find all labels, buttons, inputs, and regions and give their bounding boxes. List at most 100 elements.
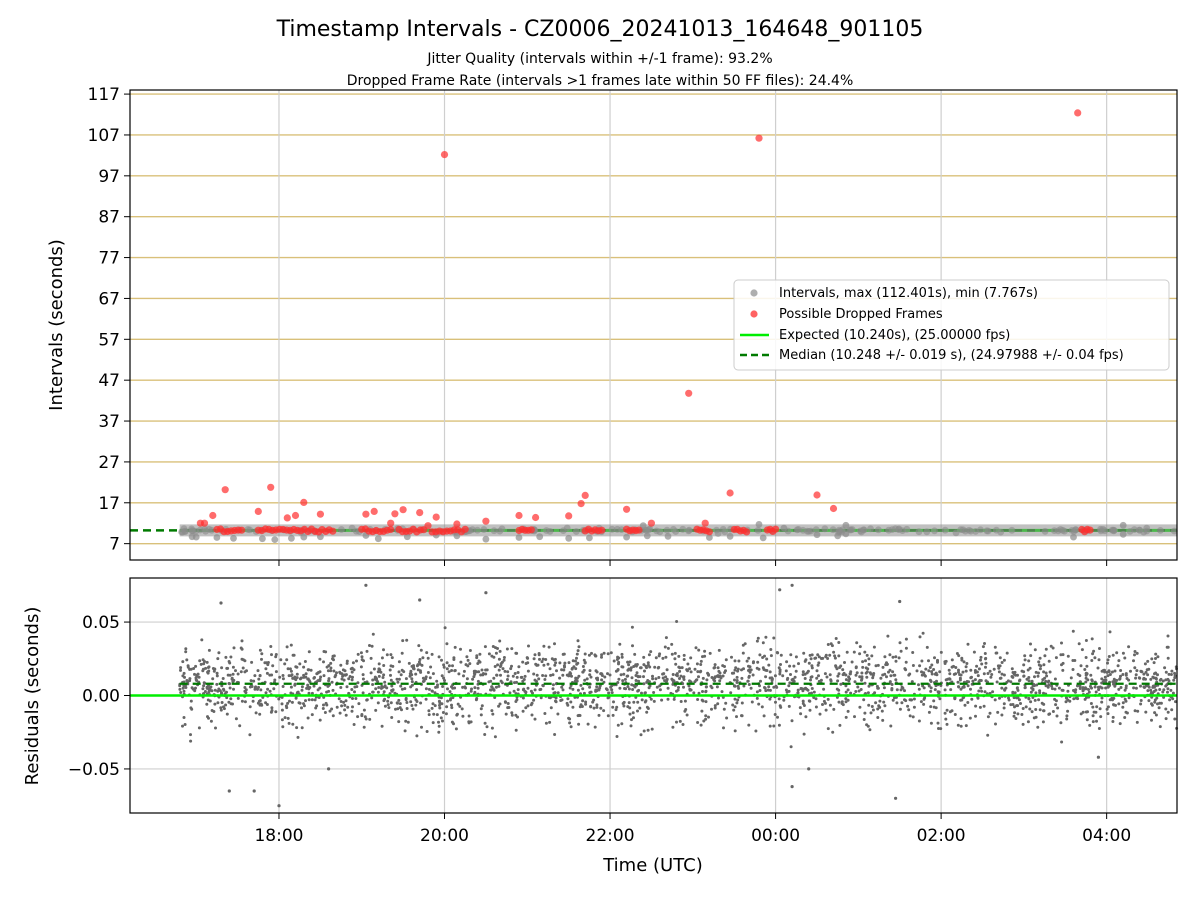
residual-point bbox=[483, 721, 487, 725]
residual-point bbox=[803, 659, 807, 663]
residual-point bbox=[683, 699, 687, 703]
residual-point bbox=[1036, 725, 1040, 729]
residual-point bbox=[264, 661, 268, 665]
residual-point bbox=[1044, 647, 1048, 651]
residual-point bbox=[1010, 667, 1014, 671]
dropped-frame-point bbox=[635, 526, 643, 534]
interval-point bbox=[1130, 526, 1138, 533]
residual-point bbox=[930, 670, 934, 674]
residual-point bbox=[339, 663, 343, 667]
residual-point bbox=[632, 684, 636, 687]
residual-point bbox=[516, 715, 519, 719]
residual-point bbox=[790, 583, 794, 587]
residual-point bbox=[899, 688, 903, 692]
residual-point bbox=[894, 655, 898, 659]
residual-point bbox=[833, 656, 837, 660]
residual-point bbox=[359, 651, 363, 655]
residual-point bbox=[475, 697, 479, 700]
residual-point bbox=[405, 707, 409, 710]
residual-point bbox=[437, 720, 440, 724]
residual-point bbox=[298, 701, 302, 705]
residual-point bbox=[1027, 696, 1031, 700]
residual-point bbox=[1037, 671, 1040, 675]
residual-point bbox=[837, 700, 841, 704]
residual-point bbox=[671, 725, 675, 729]
residual-point bbox=[979, 658, 982, 662]
residual-point bbox=[416, 668, 420, 672]
residual-point bbox=[421, 680, 425, 683]
residual-point bbox=[891, 698, 895, 702]
residual-point bbox=[589, 705, 593, 709]
residual-point bbox=[1106, 705, 1110, 709]
residual-point bbox=[1090, 679, 1094, 683]
residual-point bbox=[1158, 678, 1162, 682]
residual-point bbox=[970, 675, 973, 679]
residual-point bbox=[254, 685, 258, 689]
residual-point bbox=[1023, 658, 1027, 662]
residual-point bbox=[980, 662, 984, 666]
residual-point bbox=[473, 686, 477, 690]
residual-point bbox=[179, 668, 182, 672]
residual-point bbox=[731, 703, 735, 707]
residual-point bbox=[1045, 674, 1049, 678]
residual-point bbox=[609, 651, 613, 655]
interval-point bbox=[639, 522, 647, 530]
residual-point bbox=[1042, 663, 1046, 667]
residual-point bbox=[895, 701, 899, 705]
residual-point bbox=[929, 721, 933, 725]
residual-point bbox=[476, 662, 480, 665]
residual-point bbox=[554, 699, 557, 703]
residual-point bbox=[1164, 670, 1168, 674]
residual-point bbox=[807, 661, 811, 665]
residual-point bbox=[670, 642, 674, 646]
residual-point bbox=[636, 674, 640, 678]
residual-point bbox=[770, 679, 774, 682]
residual-point bbox=[844, 684, 848, 688]
residual-point bbox=[268, 689, 272, 693]
residual-point bbox=[657, 665, 661, 669]
residual-point bbox=[872, 645, 876, 649]
residual-point bbox=[232, 687, 235, 691]
jitter-quality-subtitle: Jitter Quality (intervals within +/-1 fr… bbox=[426, 51, 772, 67]
interval-point bbox=[813, 531, 821, 539]
residual-point bbox=[381, 676, 385, 679]
residual-point bbox=[814, 697, 818, 701]
residual-point bbox=[349, 667, 353, 671]
residual-point bbox=[1087, 688, 1090, 691]
residual-point bbox=[772, 724, 776, 728]
residual-point bbox=[595, 703, 599, 707]
interval-point bbox=[1170, 527, 1178, 535]
residual-point bbox=[1012, 714, 1016, 718]
residual-point bbox=[678, 719, 682, 723]
dropped-frame-point bbox=[647, 519, 656, 527]
residual-point bbox=[345, 685, 349, 689]
residual-point bbox=[617, 677, 621, 681]
interval-point bbox=[726, 532, 734, 540]
residual-point bbox=[350, 688, 354, 691]
residual-point bbox=[643, 691, 647, 695]
residual-point bbox=[483, 645, 487, 649]
residual-point bbox=[404, 698, 408, 702]
residual-point bbox=[568, 721, 572, 725]
residual-point bbox=[981, 645, 985, 649]
residual-point bbox=[500, 660, 504, 664]
residual-point bbox=[240, 647, 244, 651]
residual-point bbox=[646, 728, 650, 732]
residual-point bbox=[277, 697, 281, 701]
residual-point bbox=[1115, 651, 1119, 655]
residual-point bbox=[576, 714, 580, 718]
residual-point bbox=[796, 691, 800, 695]
residual-point bbox=[1121, 705, 1125, 709]
residual-point bbox=[869, 711, 873, 715]
residual-point bbox=[521, 696, 525, 700]
residual-point bbox=[254, 711, 258, 715]
residual-point bbox=[1060, 641, 1063, 645]
residual-point bbox=[596, 676, 599, 680]
residual-point bbox=[484, 591, 488, 595]
residual-point bbox=[622, 704, 626, 708]
residual-point bbox=[864, 666, 868, 670]
residual-point bbox=[501, 667, 505, 671]
dropped-frame-point bbox=[267, 483, 275, 491]
residual-point bbox=[1084, 676, 1088, 680]
residual-point bbox=[588, 685, 592, 689]
